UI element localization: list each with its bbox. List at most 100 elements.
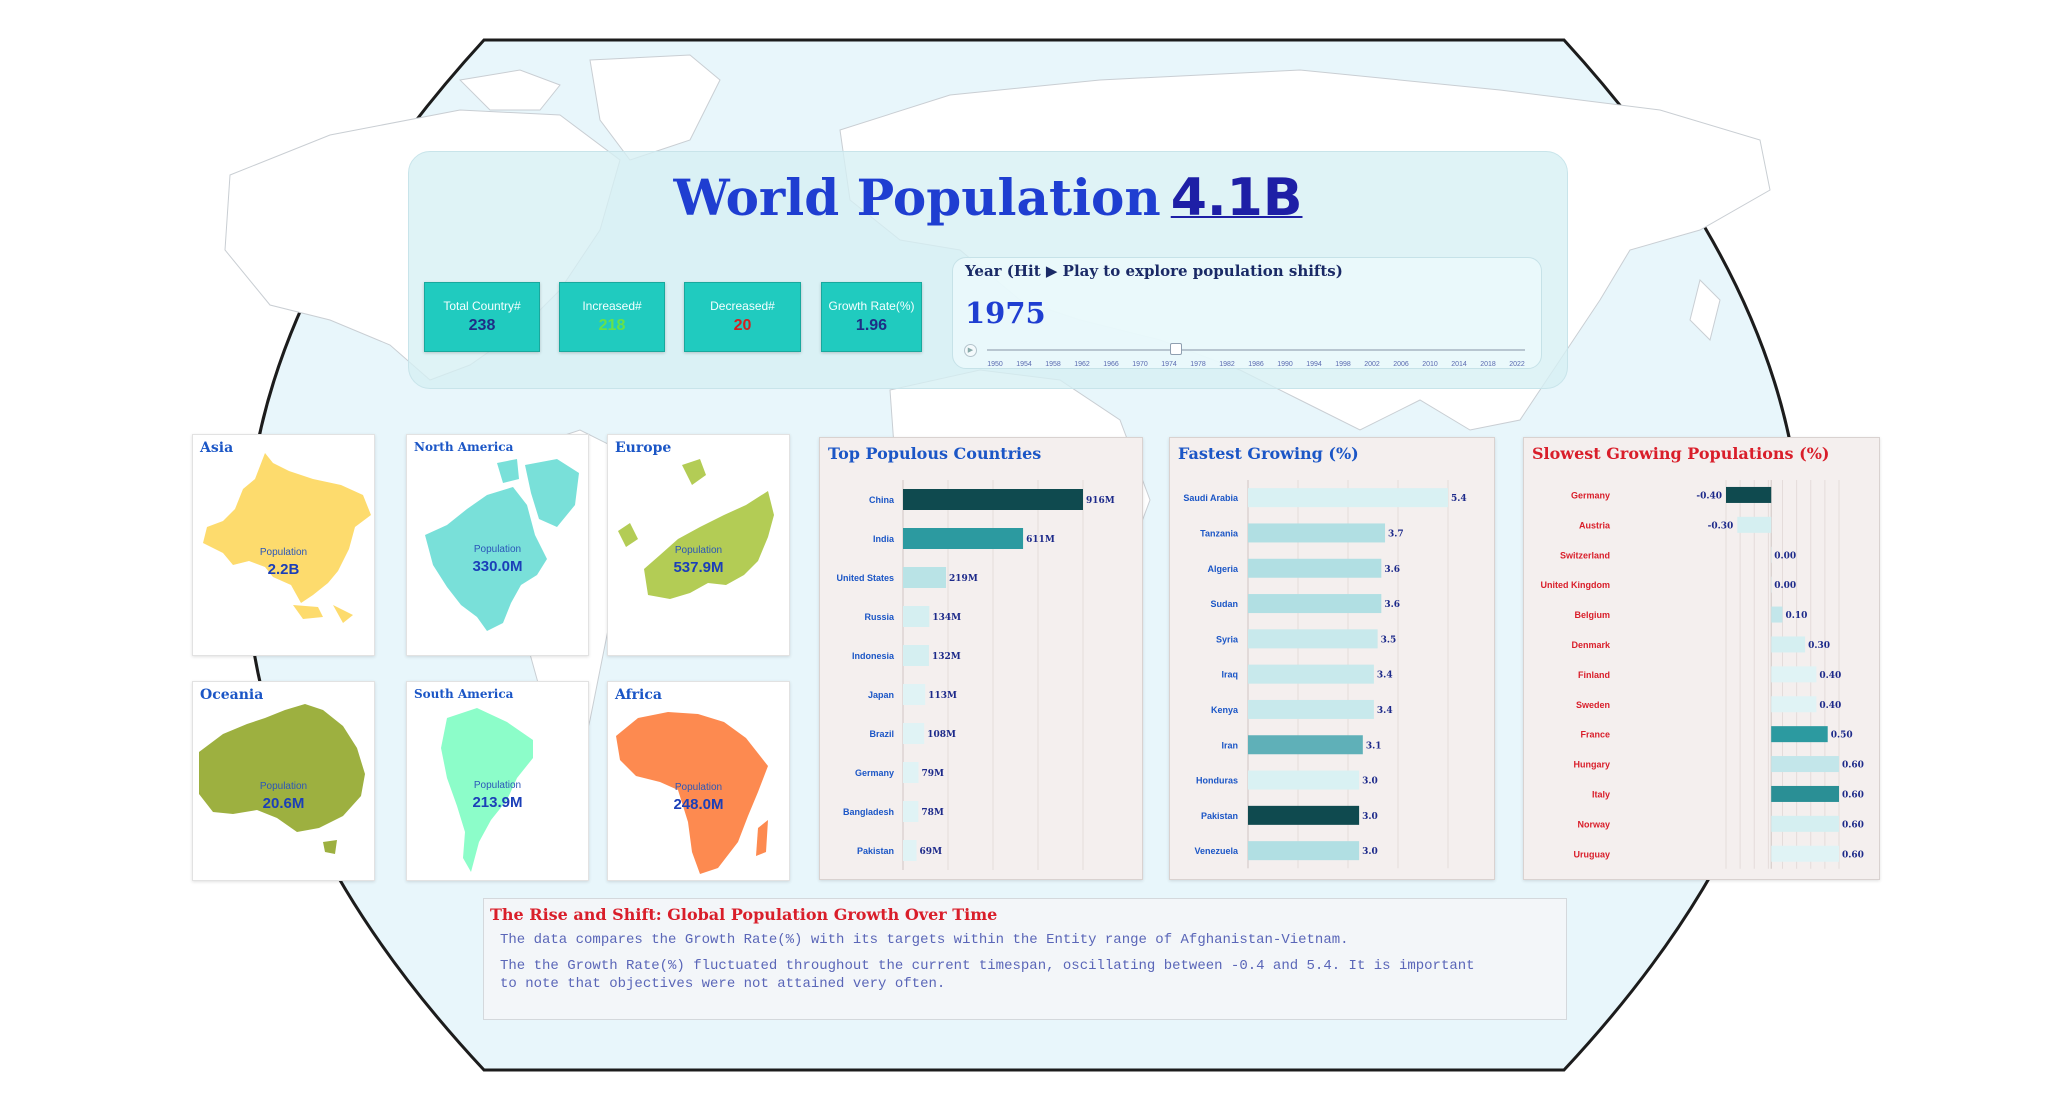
value-label: 611M bbox=[1026, 535, 1055, 545]
kpi-value: 1.96 bbox=[855, 317, 888, 334]
continent-card-asia[interactable]: Asia Population 2.2B bbox=[192, 434, 375, 656]
value-label: 3.0 bbox=[1362, 777, 1378, 787]
category-label: France bbox=[1580, 730, 1610, 740]
bar[interactable] bbox=[1771, 756, 1839, 773]
year-tick: 1962 bbox=[1074, 361, 1090, 368]
year-tick: 1978 bbox=[1190, 361, 1206, 368]
bar[interactable] bbox=[1248, 735, 1363, 755]
year-tick: 1994 bbox=[1306, 361, 1322, 368]
value-label: 3.4 bbox=[1377, 671, 1393, 681]
bar[interactable] bbox=[1248, 594, 1382, 614]
category-label: Russia bbox=[864, 612, 895, 622]
continent-card-south-america[interactable]: South America Population 213.9M bbox=[406, 681, 589, 881]
bar[interactable] bbox=[1248, 629, 1378, 649]
population-label: Population bbox=[259, 781, 308, 792]
bar[interactable] bbox=[903, 606, 930, 627]
kpi-value: 20 bbox=[733, 317, 752, 334]
category-label: Bangladesh bbox=[843, 807, 894, 817]
kpi-decreased: Decreased# 20 bbox=[684, 282, 801, 352]
value-label: 0.40 bbox=[1819, 671, 1841, 681]
bar[interactable] bbox=[1771, 666, 1817, 683]
story-line: to note that objectives were not attaine… bbox=[500, 976, 946, 992]
story-title: The Rise and Shift: Global Population Gr… bbox=[490, 905, 998, 924]
bar[interactable] bbox=[1771, 696, 1817, 713]
top-populous-panel: Top Populous Countries China 916M India 611… bbox=[819, 437, 1143, 880]
current-year: 1975 bbox=[965, 296, 1046, 330]
value-label: -0.30 bbox=[1708, 521, 1734, 531]
bar[interactable] bbox=[1248, 558, 1382, 578]
continent-card-europe[interactable]: Europe Population 537.9M bbox=[607, 434, 790, 656]
category-label: Honduras bbox=[1196, 776, 1238, 786]
category-label: China bbox=[869, 495, 895, 505]
play-button[interactable]: ▶ bbox=[964, 344, 977, 357]
slowest-growing-chart: Germany -0.40 Austria -0.30 Switzerland 0.00 U… bbox=[1541, 480, 1864, 869]
continent-card-africa[interactable]: Africa Population 248.0M bbox=[607, 681, 790, 881]
continent-card-north-america[interactable]: North America Population 330.0M bbox=[406, 434, 589, 656]
bar[interactable] bbox=[1771, 606, 1783, 623]
bar[interactable] bbox=[1248, 488, 1448, 508]
year-tick: 1970 bbox=[1132, 361, 1148, 368]
year-slider-track[interactable] bbox=[987, 349, 1525, 351]
category-label: United States bbox=[836, 573, 894, 583]
continent-name: Europe bbox=[615, 440, 672, 456]
bar[interactable] bbox=[1248, 841, 1360, 861]
value-label: 3.0 bbox=[1362, 812, 1378, 822]
value-label: 108M bbox=[927, 730, 956, 740]
value-label: 79M bbox=[922, 769, 945, 779]
north-america-map-icon bbox=[425, 459, 579, 631]
bar[interactable] bbox=[903, 762, 919, 783]
bar[interactable] bbox=[903, 840, 917, 861]
bar[interactable] bbox=[1248, 770, 1360, 790]
value-label: 78M bbox=[921, 808, 944, 818]
bar[interactable] bbox=[1771, 726, 1828, 743]
bar[interactable] bbox=[1771, 636, 1806, 653]
population-value: 213.9M bbox=[472, 794, 523, 811]
kpi-increased: Increased# 218 bbox=[559, 282, 665, 352]
bar[interactable] bbox=[903, 723, 925, 744]
continent-name: Asia bbox=[200, 440, 234, 456]
year-slider-label: Year (Hit ▶ Play to explore population s… bbox=[965, 262, 1343, 280]
top-populous-chart: China 916M India 611M United States 219M Russi… bbox=[836, 480, 1115, 870]
bar[interactable] bbox=[903, 645, 929, 666]
value-label: 132M bbox=[932, 652, 961, 662]
bar[interactable] bbox=[1248, 664, 1374, 684]
year-tick: 1986 bbox=[1248, 361, 1264, 368]
category-label: Iraq bbox=[1221, 670, 1238, 680]
value-label: 0.30 bbox=[1808, 641, 1830, 651]
bar[interactable] bbox=[1248, 805, 1360, 825]
bar[interactable] bbox=[903, 567, 947, 588]
year-tick: 2006 bbox=[1393, 361, 1409, 368]
bar[interactable] bbox=[1771, 576, 1772, 593]
kpi-label: Total Country# bbox=[443, 299, 521, 313]
bar[interactable] bbox=[1248, 523, 1386, 543]
bar[interactable] bbox=[903, 684, 926, 705]
continent-card-oceania[interactable]: Oceania Population 20.6M bbox=[192, 681, 375, 881]
bar[interactable] bbox=[1771, 815, 1839, 832]
year-tick: 1950 bbox=[987, 361, 1003, 368]
bar[interactable] bbox=[1248, 699, 1374, 719]
population-label: Population bbox=[674, 782, 723, 793]
category-label: Germany bbox=[1571, 490, 1610, 500]
year-tick: 1990 bbox=[1277, 361, 1293, 368]
bar[interactable] bbox=[1771, 845, 1839, 862]
continent-name: Oceania bbox=[200, 687, 264, 703]
value-label: 3.4 bbox=[1377, 706, 1393, 716]
bar[interactable] bbox=[1771, 785, 1839, 802]
year-tick: 2002 bbox=[1364, 361, 1380, 368]
value-label: 0.50 bbox=[1831, 731, 1853, 741]
category-label: Kenya bbox=[1211, 705, 1239, 715]
bar[interactable] bbox=[903, 528, 1024, 549]
continent-name: South America bbox=[414, 687, 514, 701]
bar[interactable] bbox=[1737, 516, 1772, 533]
value-label: 5.4 bbox=[1451, 494, 1467, 504]
category-label: Uruguay bbox=[1573, 849, 1610, 859]
bar[interactable] bbox=[903, 489, 1083, 510]
year-slider-handle[interactable] bbox=[1170, 343, 1183, 355]
category-label: Indonesia bbox=[852, 651, 895, 661]
bar[interactable] bbox=[1771, 546, 1772, 563]
bar[interactable] bbox=[903, 801, 919, 822]
population-label: Population bbox=[473, 544, 522, 555]
year-tick: 2018 bbox=[1480, 361, 1496, 368]
bar[interactable] bbox=[1726, 486, 1772, 503]
kpi-label: Increased# bbox=[582, 299, 642, 313]
